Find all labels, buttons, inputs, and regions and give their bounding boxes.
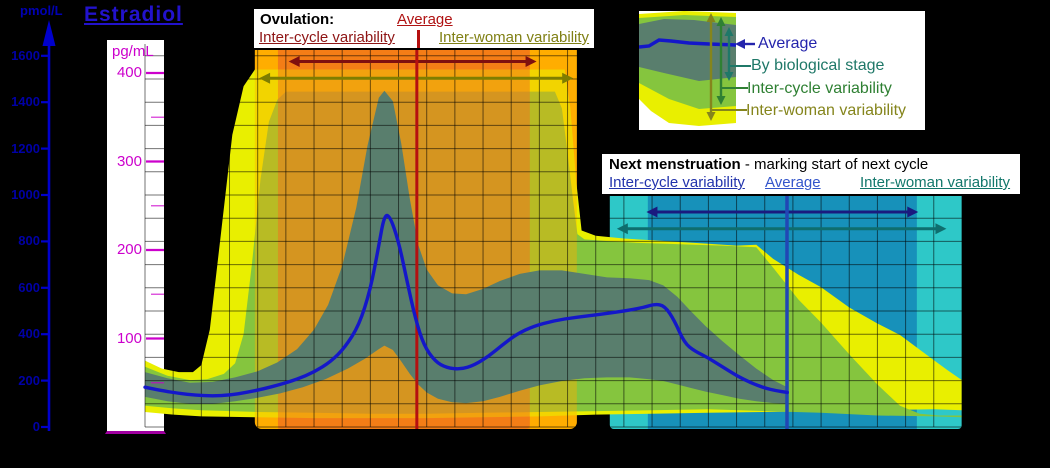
ovulation-annotation-box: Ovulation: Average Inter-cycle variabili… (252, 7, 596, 50)
pmol-axis (41, 20, 56, 431)
legend-inter-cycle-arrow (716, 17, 726, 105)
ovulation-average-line-segment (417, 30, 420, 48)
grid (144, 44, 991, 428)
pmol-tick-label: 1000 (11, 187, 40, 202)
pmol-tick-label: 1400 (11, 94, 40, 110)
pg-tick-label: 100 (116, 329, 142, 347)
menstruation-inter-woman-label: Inter-woman variability (860, 174, 1011, 191)
menstruation-inter-woman-arrow (616, 223, 947, 235)
pmol-tick-label: 0 (32, 419, 40, 434)
pg-axis-unit-label: pg/mL (112, 43, 154, 60)
pmol-tick-label: 600 (18, 279, 40, 295)
pmol-axis-unit-label: pmol/L (20, 3, 63, 18)
menstruation-inter-cycle-label: Inter-cycle variability (609, 174, 745, 191)
legend-inter-cycle-label: Inter-cycle variability (747, 80, 892, 97)
menstruation-heading: Next menstruation (609, 156, 741, 173)
legend-stage-arrow (724, 27, 734, 81)
menstruation-average-label: Average (765, 174, 821, 191)
pg-tick-label: 400 (116, 64, 142, 81)
ovulation-inter-woman-label: Inter-woman variability (439, 29, 590, 46)
legend-average-arrowhead (735, 39, 745, 49)
ovulation-inter-cycle-label: Inter-cycle variability (259, 29, 395, 46)
pg-axis (146, 71, 164, 384)
legend-box: Average By biological stage Inter-cycle … (637, 9, 927, 132)
chart-title: Estradiol (84, 3, 183, 26)
pg-scale-strip (105, 38, 166, 434)
average-estradiol-curve (143, 213, 789, 398)
legend-sample-chart (639, 11, 755, 126)
legend-inter-woman-arrow (706, 13, 716, 121)
band-by-biological-stage (145, 90, 788, 404)
legend-average-label: Average (758, 35, 818, 52)
pmol-axis-arrowhead (42, 20, 56, 46)
pmol-tick-label: 400 (18, 326, 40, 342)
pmol-tick-label: 200 (18, 372, 40, 388)
pg-tick-label: 300 (116, 152, 142, 170)
pmol-tick-label: 1200 (11, 140, 40, 156)
legend-stage-label: By biological stage (751, 57, 885, 74)
pg-tick-label: 200 (116, 241, 142, 258)
pmol-tick-label: 800 (18, 233, 40, 249)
ovulation-heading: Ovulation: (260, 11, 335, 28)
menstruation-subtitle: - marking start of next cycle (740, 156, 929, 173)
ovulation-average-label: Average (397, 11, 453, 28)
legend-inter-woman-label: Inter-woman variability (746, 102, 907, 119)
legend-average-curve (639, 38, 737, 49)
ovulation-inter-cycle-arrow (288, 55, 537, 67)
pmol-tick-label: 1600 (11, 47, 40, 63)
menstruation-inter-cycle-arrow (646, 206, 919, 218)
next-menstruation-annotation-box: Next menstruation - marking start of nex… (600, 152, 1022, 196)
